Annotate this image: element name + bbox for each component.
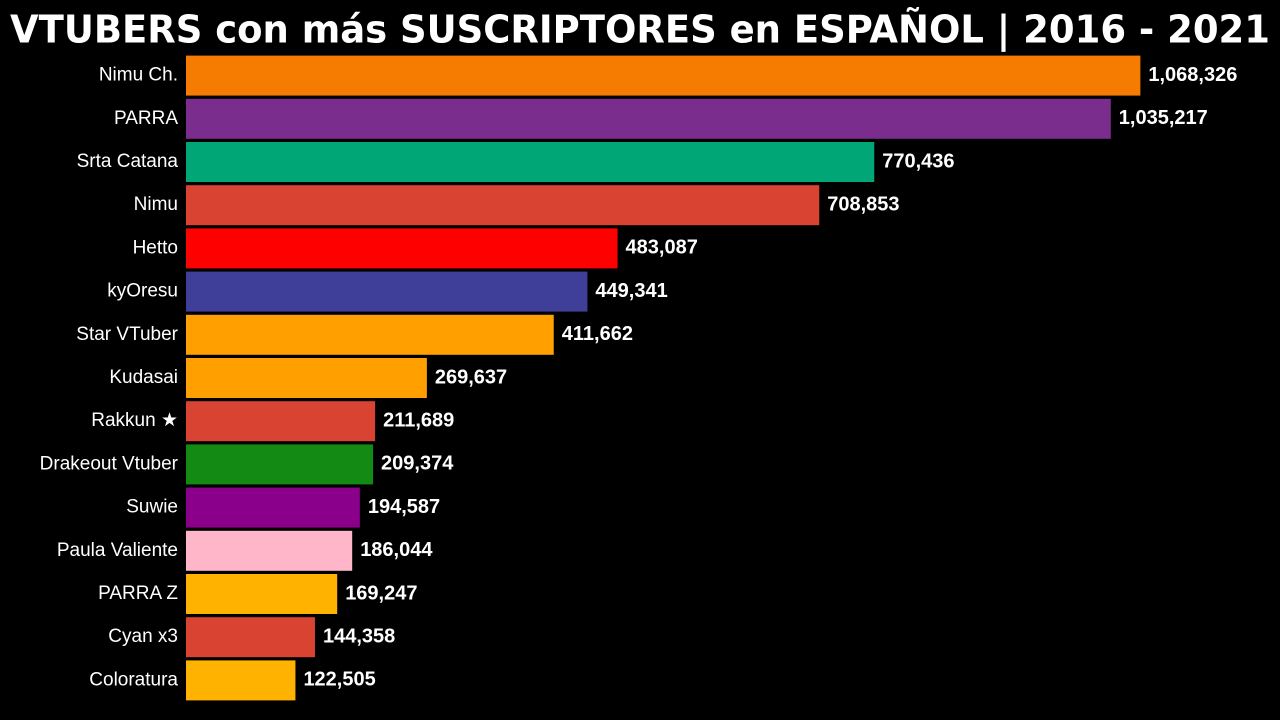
bar — [186, 574, 338, 614]
bar — [186, 660, 296, 701]
bar — [186, 487, 360, 528]
bar — [186, 142, 875, 182]
value-label: 186,044 — [360, 539, 433, 561]
value-label: 1,068,326 — [1148, 64, 1237, 86]
category-label: Paula Valiente — [57, 540, 178, 561]
bar — [186, 314, 554, 355]
category-label: kyOresu — [107, 281, 178, 302]
value-label: 1,035,217 — [1119, 107, 1208, 129]
category-label: PARRA — [114, 108, 178, 129]
category-label: Drakeout Vtuber — [40, 453, 179, 474]
category-label: Rakkun ★ — [91, 410, 178, 431]
bar — [186, 401, 376, 442]
category-label: Hetto — [133, 237, 178, 258]
bar — [186, 617, 315, 658]
value-label: 483,087 — [626, 237, 698, 259]
value-label: 449,341 — [595, 280, 667, 302]
category-label: Nimu — [134, 194, 178, 215]
value-label: 169,247 — [345, 582, 417, 604]
category-label: PARRA Z — [98, 583, 178, 604]
bar — [186, 55, 1141, 96]
bar — [186, 358, 427, 398]
value-label: 122,505 — [303, 669, 375, 691]
category-label: Nimu Ch. — [99, 65, 178, 86]
category-label: Srta Catana — [77, 151, 179, 172]
chart-title: VTUBERS con más SUSCRIPTORES en ESPAÑOL … — [10, 8, 1270, 53]
category-label: Suwie — [126, 497, 178, 518]
value-label: 708,853 — [827, 193, 899, 215]
category-label: Kudasai — [109, 367, 178, 388]
category-label: Coloratura — [89, 669, 178, 690]
bar — [186, 271, 588, 312]
bar — [186, 228, 618, 269]
bar — [186, 530, 353, 571]
bar — [186, 444, 374, 485]
category-label: Cyan x3 — [108, 626, 178, 647]
value-label: 269,637 — [435, 366, 507, 388]
category-label: Star VTuber — [76, 324, 178, 345]
value-label: 211,689 — [383, 409, 454, 431]
bar — [186, 98, 1111, 139]
bar — [186, 185, 820, 226]
value-label: 144,358 — [323, 625, 395, 647]
value-label: 194,587 — [368, 496, 440, 518]
value-label: 209,374 — [381, 453, 454, 475]
value-label: 411,662 — [562, 323, 633, 345]
value-label: 770,436 — [882, 150, 954, 172]
